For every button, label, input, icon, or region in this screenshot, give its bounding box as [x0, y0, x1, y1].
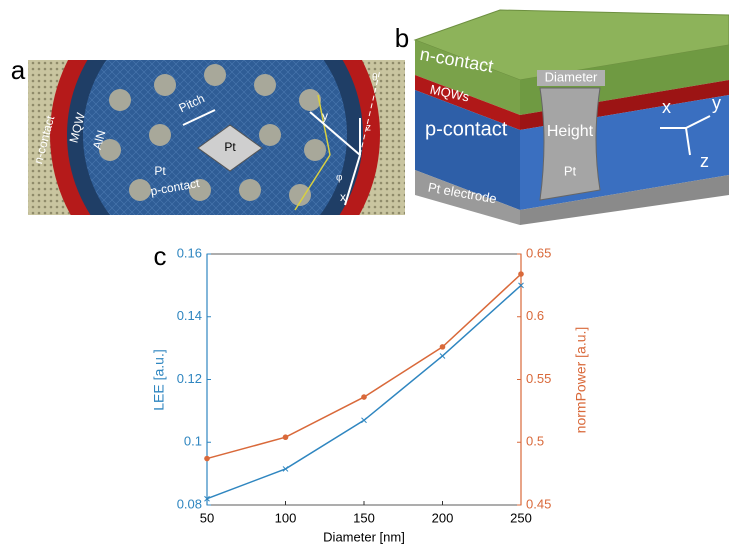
- series-line: [207, 274, 521, 458]
- y-axis-label: LEE [a.u.]: [151, 349, 167, 410]
- label: z: [366, 123, 371, 134]
- panel-a: a n-contact MQW AlN Pitch Pt: [11, 0, 405, 300]
- figure: a n-contact MQW AlN Pitch Pt: [0, 0, 729, 549]
- marker: [518, 271, 524, 277]
- y2-tick-label: 0.65: [526, 245, 551, 260]
- label: y: [322, 109, 328, 123]
- pillar: [540, 88, 600, 200]
- y2-tick-label: 0.5: [526, 434, 544, 449]
- label: Diameter: [545, 69, 598, 84]
- label: x: [340, 190, 346, 204]
- panel-label: a: [11, 55, 26, 85]
- x-tick-label: 250: [510, 510, 532, 525]
- x-tick-label: 100: [275, 510, 297, 525]
- label: z: [700, 151, 709, 171]
- p-contact-disk: [83, 3, 347, 267]
- panel-label: c: [154, 241, 167, 271]
- label: φ: [336, 173, 343, 184]
- label: p-contact: [425, 118, 508, 140]
- x-tick-label: 200: [432, 510, 454, 525]
- x-tick-label: 50: [200, 510, 214, 525]
- y2-tick-label: 0.45: [526, 496, 551, 511]
- page: a n-contact MQW AlN Pitch Pt: [0, 0, 729, 549]
- y-tick-label: 0.08: [177, 496, 202, 511]
- y-tick-label: 0.1: [184, 434, 202, 449]
- panel-label: b: [395, 23, 409, 53]
- marker: [283, 434, 289, 440]
- label: θ: [372, 73, 378, 84]
- y2-tick-label: 0.6: [526, 308, 544, 323]
- panel-a-image: [28, 0, 405, 300]
- label: x: [662, 97, 671, 117]
- y-tick-label: 0.16: [177, 245, 202, 260]
- panel-c: c Diameter [nm] LEE [a.u.] normPower [a.…: [151, 241, 589, 545]
- y-tick-label: 0.14: [177, 308, 202, 323]
- label: y: [712, 93, 721, 113]
- x-tick-label: 150: [353, 510, 375, 525]
- marker: [440, 353, 445, 358]
- marker: [361, 394, 367, 400]
- x-axis-label: Diameter [nm]: [323, 529, 405, 544]
- label: Height: [547, 123, 594, 140]
- marker: [204, 456, 210, 462]
- label: Pt: [154, 164, 166, 178]
- marker: [362, 418, 367, 423]
- panel-b: b n-contact MQWs Diameter p-contact Heig…: [395, 10, 729, 225]
- y-tick-label: 0.12: [177, 371, 202, 386]
- y2-axis-label: normPower [a.u.]: [573, 327, 589, 434]
- label: Pt: [224, 140, 236, 154]
- plot-frame: [207, 254, 521, 505]
- y2-tick-label: 0.55: [526, 371, 551, 386]
- marker: [440, 344, 446, 350]
- label: Pt: [564, 163, 577, 178]
